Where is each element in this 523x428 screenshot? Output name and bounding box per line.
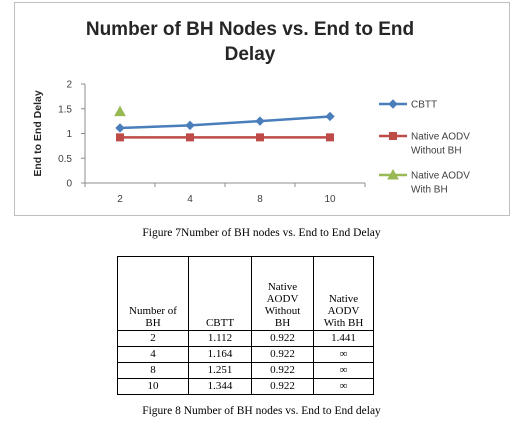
legend-label: Native AODV <box>411 171 470 182</box>
x-tick-label: 4 <box>187 194 193 205</box>
header-cbtt: CBTT <box>188 256 252 331</box>
table-cell: 1.344 <box>188 378 252 395</box>
chart-area: Number of BH Nodes vs. End to End Delay En… <box>14 2 510 216</box>
header-number-of-bh: Number of BH <box>117 256 189 331</box>
header-text-line: AODV <box>266 293 299 305</box>
table-cell: 1.251 <box>188 362 252 379</box>
table-header-row: Number of BH CBTT Native AODV Without BH Nat… <box>117 256 374 331</box>
table-cell: 0.922 <box>251 378 314 395</box>
line-chart: Number of BH Nodes vs. End to End Delay En… <box>32 19 470 205</box>
chart-title-line: Delay <box>225 44 276 65</box>
header-text-line: BH <box>145 317 161 329</box>
series-2-point <box>114 105 126 117</box>
table-cell: ∞ <box>313 378 374 395</box>
x-tick-label: 10 <box>324 194 336 205</box>
series-0-point <box>115 123 125 133</box>
series-1-point <box>256 133 264 142</box>
legend-label: CBTT <box>411 100 437 111</box>
x-tick-label: 8 <box>257 194 263 205</box>
table-cell: 1.441 <box>313 330 374 347</box>
figure-8-caption: Figure 8 Number of BH nodes vs. End to E… <box>142 405 381 417</box>
header-text-line: Native <box>328 293 359 305</box>
table-cell: ∞ <box>313 362 374 379</box>
table-row: 2 1.112 0.922 1.441 <box>117 330 374 347</box>
header-native-aodv-without-bh: Native AODV Without BH <box>251 256 314 331</box>
table-cell: 8 <box>117 362 189 379</box>
table-cell: 0.922 <box>251 362 314 379</box>
x-tick-label: 2 <box>117 194 123 205</box>
legend-marker-2 <box>387 168 399 180</box>
chart-title-line: Number of BH Nodes vs. End to End <box>86 19 414 40</box>
header-text-line: CBTT <box>205 317 235 329</box>
header-text-line: Native <box>267 281 298 293</box>
legend-label: With BH <box>411 185 448 196</box>
table-cell: 4 <box>117 346 189 363</box>
legend-marker-0 <box>388 99 398 109</box>
table-cell: 1.164 <box>188 346 252 363</box>
y-tick-label: 0.5 <box>58 154 72 165</box>
table-cell: 1.112 <box>188 330 252 347</box>
header-text-line: With BH <box>323 317 364 329</box>
table-cell: 0.922 <box>251 346 314 363</box>
table-row: 10 1.344 0.922 ∞ <box>117 378 374 395</box>
series-0-point <box>325 111 335 122</box>
series-0-point <box>255 116 265 126</box>
legend-label: Native AODV <box>411 132 470 143</box>
figure-7-caption: Figure 7Number of BH nodes vs. End to En… <box>142 227 381 239</box>
header-text-line: Without <box>264 305 301 317</box>
y-axis-label: End to End Delay <box>32 90 44 177</box>
header-text-line: AODV <box>327 305 360 317</box>
results-table: Number of BH CBTT Native AODV Without BH Nat… <box>117 256 374 395</box>
table-cell: 2 <box>117 330 189 347</box>
table-cell: ∞ <box>313 346 374 363</box>
series-0-line <box>119 115 331 130</box>
table-row: 4 1.164 0.922 ∞ <box>117 346 374 363</box>
header-text-line: Number of <box>129 305 177 317</box>
y-tick-label: 1.5 <box>58 104 72 115</box>
y-tick-label: 1 <box>66 129 72 140</box>
y-tick-label: 2 <box>66 80 72 91</box>
y-tick-label: 0 <box>66 179 72 190</box>
header-text-line: BH <box>274 317 291 329</box>
series-1-point <box>116 133 124 142</box>
series-0-point <box>185 120 195 131</box>
header-native-aodv-with-bh: Native AODV With BH <box>313 256 374 331</box>
table-cell: 0.922 <box>251 330 314 347</box>
legend-marker-1 <box>389 132 397 140</box>
legend-label: Without BH <box>411 146 462 157</box>
series-1-point <box>186 133 194 142</box>
series-1-point <box>326 133 334 142</box>
table-row: 8 1.251 0.922 ∞ <box>117 362 374 379</box>
table-cell: 10 <box>117 378 189 395</box>
